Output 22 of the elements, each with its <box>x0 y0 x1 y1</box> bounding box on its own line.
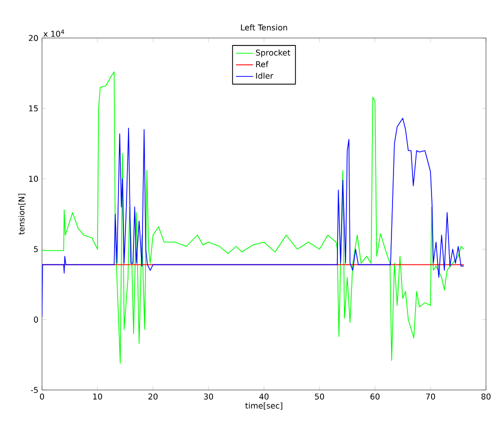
text: x 10$^{4}$ <box>43 29 64 37</box>
x-tick-label: 40 <box>259 394 269 400</box>
x-tick-label: 20 <box>148 394 158 400</box>
legend-label: Idler <box>256 72 274 79</box>
y-tick-label: 10 <box>29 176 38 182</box>
legend-label: Ref <box>256 61 269 68</box>
x-tick-label: 10 <box>93 394 102 400</box>
x-tick-label: 60 <box>370 394 380 400</box>
x-tick-label: 30 <box>204 394 214 400</box>
legend-label: Sprocket <box>256 49 290 58</box>
y-tick-label: 5 <box>34 246 38 252</box>
x-tick-label: 50 <box>315 394 324 400</box>
x-axis-title: time[sec] <box>245 402 282 410</box>
y-tick-label: 0 <box>34 316 38 323</box>
y-tick-label: 15 <box>29 105 38 112</box>
x-tick-label: 0 <box>40 394 44 400</box>
y-tick-label: 20 <box>28 34 38 42</box>
x-tick-label: 80 <box>481 394 491 400</box>
y-tick-label: -5 <box>30 387 38 393</box>
x-tick-label: 70 <box>426 394 436 400</box>
y-axis-title: tension[N] <box>18 194 26 235</box>
chart-title: Left Tension <box>241 24 288 30</box>
